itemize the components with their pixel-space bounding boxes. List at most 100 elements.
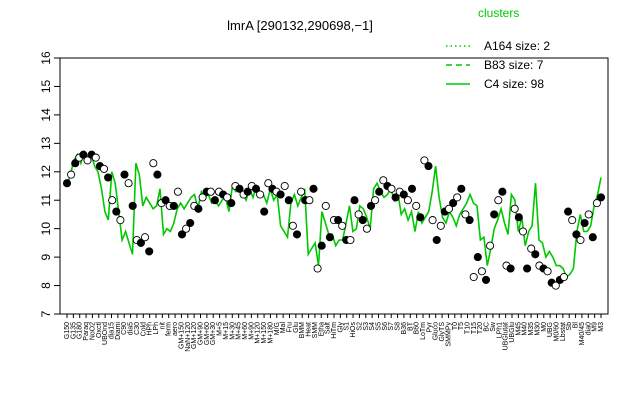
y-tick-label: 8 bbox=[39, 282, 53, 289]
data-point bbox=[317, 241, 326, 250]
data-point bbox=[428, 216, 437, 225]
data-point bbox=[399, 190, 408, 199]
x-tick-label: Sb bbox=[566, 322, 573, 331]
data-point bbox=[223, 193, 232, 202]
data-point bbox=[198, 193, 207, 202]
data-point bbox=[83, 156, 92, 165]
x-tick-label: LoTm bbox=[420, 322, 427, 340]
x-tick-label: UBGlu bbox=[509, 322, 516, 343]
data-point bbox=[149, 159, 158, 168]
data-point bbox=[506, 264, 515, 273]
y-tick-label: 12 bbox=[39, 165, 53, 179]
data-point bbox=[227, 199, 236, 208]
x-tick-label: SMM bbox=[312, 322, 319, 339]
x-tick-label: LPh bbox=[153, 322, 160, 335]
data-point bbox=[284, 196, 293, 205]
x-tick-label: S7 bbox=[388, 322, 395, 331]
data-point bbox=[186, 218, 195, 228]
x-tick-label: BT bbox=[407, 321, 414, 331]
data-point bbox=[453, 193, 462, 202]
x-tick-label: Gly bbox=[337, 322, 344, 333]
x-tick-label: M9 bbox=[592, 322, 599, 332]
data-point bbox=[169, 201, 178, 210]
data-point bbox=[177, 230, 187, 239]
data-point bbox=[379, 176, 388, 185]
x-tick-label: T0 bbox=[452, 322, 459, 330]
x-tick-label: BC bbox=[484, 322, 491, 332]
y-tick-label: 15 bbox=[39, 79, 53, 93]
legend-entry: B83 size: 7 bbox=[484, 58, 544, 72]
x-tick-label: GM+90 bbox=[198, 322, 205, 345]
data-point bbox=[182, 224, 191, 233]
x-tick-label: GlyTS bbox=[439, 322, 446, 342]
data-point bbox=[334, 216, 343, 225]
x-tick-label: M+180 bbox=[267, 322, 274, 344]
data-point bbox=[321, 201, 330, 210]
data-point bbox=[564, 207, 573, 216]
x-tick-label: UBOnd bbox=[102, 322, 109, 345]
data-point bbox=[403, 196, 412, 205]
data-point bbox=[104, 173, 113, 182]
x-tick-label: Cold bbox=[140, 322, 147, 337]
x-tick-label: Gluco bbox=[433, 322, 440, 340]
x-tick-label: M/G bbox=[274, 322, 281, 335]
data-point bbox=[325, 233, 334, 242]
x-tick-label: ferm bbox=[166, 322, 173, 336]
data-point bbox=[280, 181, 289, 191]
x-tick-label: Mal bbox=[280, 322, 287, 334]
x-tick-label: B60 bbox=[414, 322, 421, 335]
data-point bbox=[576, 235, 585, 245]
data-point bbox=[350, 196, 359, 205]
data-point bbox=[518, 227, 528, 236]
x-tick-label: M40 bbox=[522, 322, 529, 336]
data-point bbox=[436, 221, 445, 230]
x-tick-label: M+120 bbox=[255, 322, 262, 344]
x-tick-label: NaN+120 bbox=[185, 322, 192, 352]
data-point bbox=[194, 204, 203, 213]
data-point bbox=[481, 275, 491, 284]
data-point bbox=[256, 190, 265, 199]
x-tick-label: Etha bbox=[318, 322, 325, 337]
x-tick-label: M45 bbox=[515, 322, 522, 336]
data-point bbox=[494, 196, 503, 205]
x-tick-label: HiOs bbox=[350, 322, 357, 338]
series-line-0 bbox=[66, 149, 602, 279]
data-point bbox=[120, 170, 129, 179]
x-tick-label: M35 bbox=[528, 322, 535, 336]
data-point bbox=[108, 196, 117, 205]
data-point bbox=[449, 199, 458, 208]
data-point bbox=[346, 235, 355, 245]
data-point bbox=[161, 196, 170, 205]
data-point bbox=[592, 199, 601, 208]
x-tick-label: M+5 bbox=[217, 322, 224, 336]
data-point bbox=[465, 216, 474, 225]
chart-title: lmrA [290132,290698,−1] bbox=[227, 18, 373, 33]
x-tick-label: dia5 bbox=[128, 322, 135, 335]
data-point bbox=[173, 187, 182, 196]
x-tick-label: M+15 bbox=[223, 322, 230, 340]
x-tick-label: Lbstat bbox=[560, 322, 567, 341]
data-point bbox=[416, 213, 425, 222]
data-point bbox=[375, 187, 384, 196]
data-point bbox=[490, 210, 499, 219]
data-point bbox=[71, 159, 80, 168]
x-tick-label: S1 bbox=[344, 322, 351, 331]
x-tick-label: Salt bbox=[325, 322, 332, 334]
data-point bbox=[514, 213, 523, 222]
x-tick-label: NoO2 bbox=[89, 322, 96, 340]
data-point bbox=[543, 267, 552, 276]
data-point bbox=[461, 210, 470, 219]
series-lines bbox=[66, 149, 602, 279]
x-tick-label: GM+150 bbox=[178, 322, 185, 349]
x-tick-label: M30 bbox=[534, 322, 541, 336]
x-tick-label: Paraq bbox=[83, 322, 90, 341]
x-tick-label: Oxctl bbox=[96, 322, 103, 338]
data-point bbox=[136, 238, 145, 247]
x-tick-label: SMMPy bbox=[445, 322, 452, 347]
x-tick-label: Bl bbox=[573, 322, 580, 329]
data-point bbox=[477, 267, 486, 276]
data-points bbox=[62, 150, 606, 290]
data-point bbox=[210, 196, 219, 205]
data-point bbox=[112, 207, 121, 216]
